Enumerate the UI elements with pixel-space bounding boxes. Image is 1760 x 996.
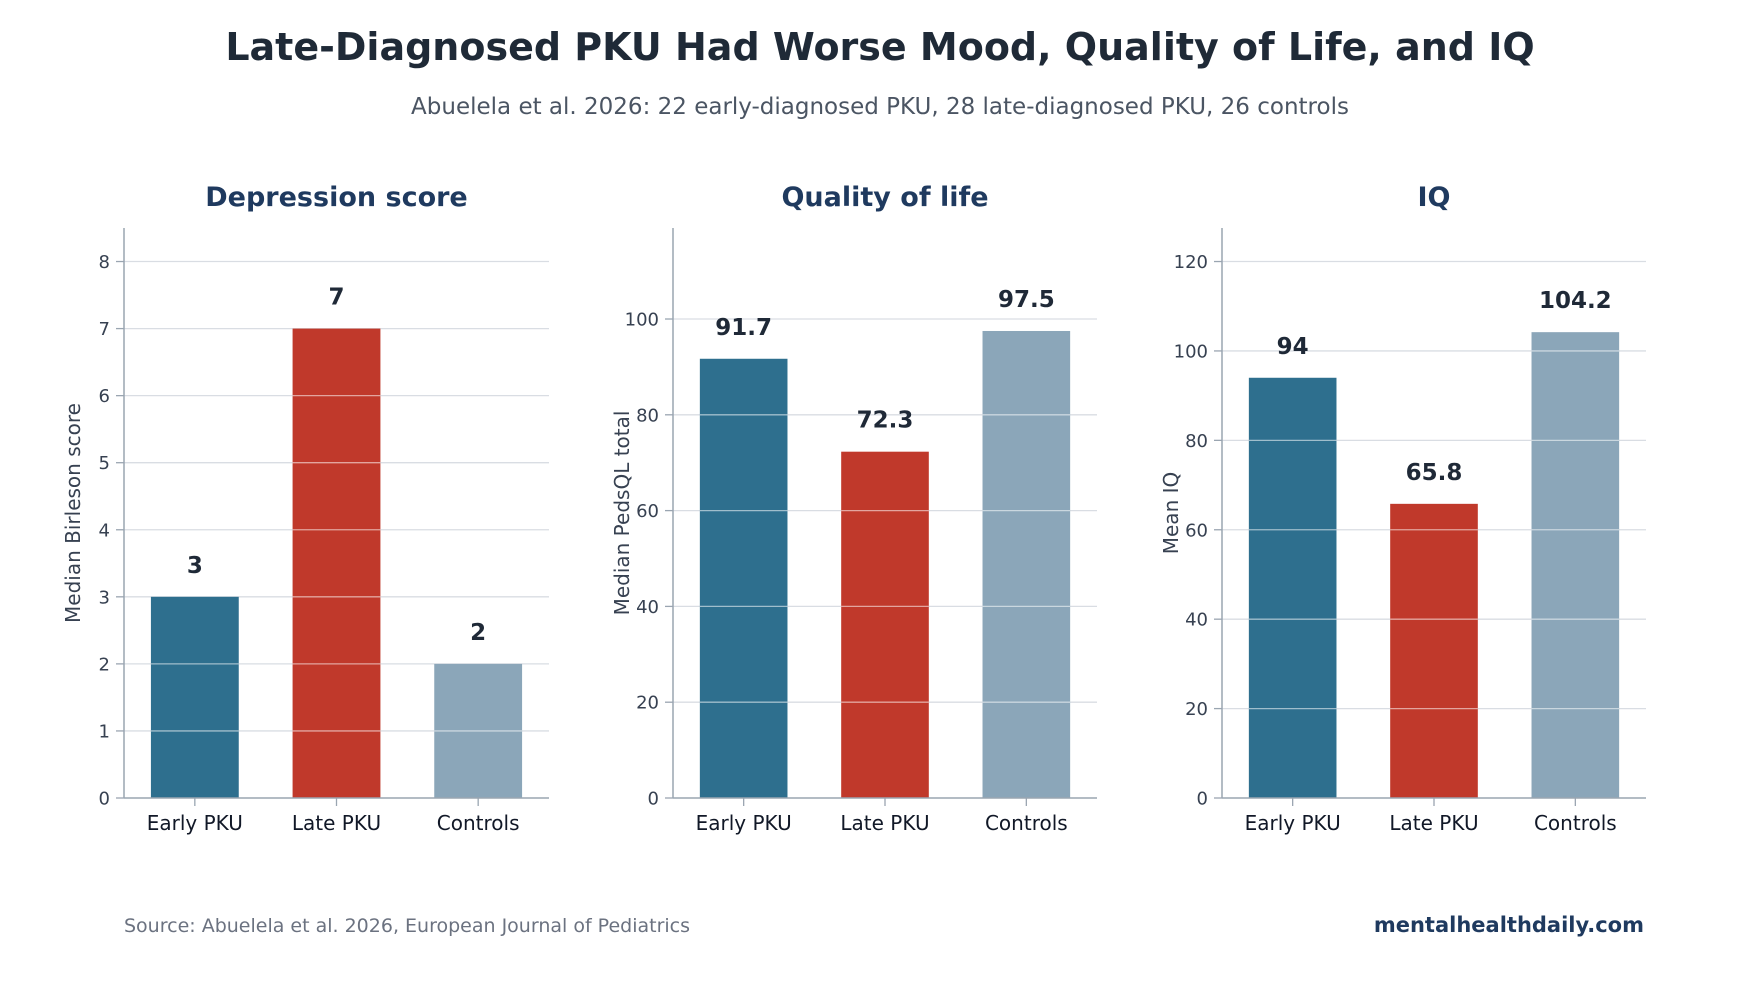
bar-early-pku [699, 358, 788, 798]
panel-2: Quality of life Median PedsQL total 0 20 40 6… [610, 182, 1097, 835]
y-tick-label: 20 [1185, 699, 1208, 720]
y-tick-label: 8 [99, 252, 110, 273]
y-axis-label: Median PedsQL total [610, 411, 634, 616]
chart-title: Late-Diagnosed PKU Had Worse Mood, Quali… [225, 25, 1534, 69]
value-label-early-pku: 91.7 [715, 315, 772, 341]
value-label-early-pku: 3 [187, 553, 203, 579]
value-label-controls: 104.2 [1539, 288, 1612, 314]
value-label-early-pku: 94 [1277, 334, 1309, 360]
y-tick-label: 0 [99, 789, 110, 810]
bar-late-pku [841, 451, 929, 798]
panel-3: IQ Mean IQ 0 20 40 60 80 100 120 94 65.8 104.2 Early… [1159, 182, 1646, 835]
x-tick-label-late-pku: Late PKU [840, 811, 929, 835]
y-tick-label: 6 [99, 386, 110, 407]
y-tick-label: 3 [99, 587, 110, 608]
y-tick-label: 100 [625, 310, 659, 331]
value-label-late-pku: 7 [328, 285, 344, 311]
y-tick-label: 4 [99, 520, 110, 541]
y-tick-label: 1 [99, 721, 110, 742]
y-tick-label: 120 [1174, 252, 1208, 273]
bar-late-pku [1390, 503, 1478, 798]
value-label-controls: 97.5 [998, 287, 1055, 313]
bar-early-pku [1248, 377, 1337, 798]
bar-early-pku [150, 596, 239, 798]
y-tick-label: 80 [1185, 431, 1208, 452]
panel-title: Quality of life [781, 182, 988, 213]
x-tick-label-late-pku: Late PKU [1389, 811, 1478, 835]
y-tick-label: 40 [636, 597, 659, 618]
y-tick-label: 2 [99, 654, 110, 675]
value-label-controls: 2 [470, 620, 486, 646]
y-tick-label: 20 [636, 693, 659, 714]
y-tick-label: 7 [99, 319, 110, 340]
value-label-late-pku: 72.3 [857, 408, 914, 434]
y-tick-label: 80 [636, 405, 659, 426]
source-note: Source: Abuelela et al. 2026, European J… [124, 915, 690, 937]
panel-title: IQ [1418, 182, 1451, 213]
panel-1: Depression score Median Birleson score 0 1 2… [61, 182, 549, 835]
bar-late-pku [292, 328, 381, 798]
bar-controls [982, 330, 1071, 798]
y-tick-label: 100 [1174, 341, 1208, 362]
chart-subtitle: Abuelela et al. 2026: 22 early-diagnosed… [411, 94, 1349, 120]
y-tick-label: 5 [99, 453, 110, 474]
x-tick-label-controls: Controls [985, 811, 1068, 835]
brand-label: mentalhealthdaily.com [1374, 913, 1644, 937]
y-axis-label: Mean IQ [1159, 472, 1183, 555]
y-tick-label: 60 [636, 501, 659, 522]
bar-controls [1531, 332, 1620, 798]
x-tick-label-controls: Controls [437, 811, 520, 835]
value-label-late-pku: 65.8 [1406, 460, 1463, 486]
x-tick-label-controls: Controls [1534, 811, 1617, 835]
y-axis-label: Median Birleson score [61, 403, 85, 623]
x-tick-label-early-pku: Early PKU [147, 811, 243, 835]
y-tick-label: 0 [648, 789, 659, 810]
y-tick-label: 60 [1185, 520, 1208, 541]
y-tick-label: 0 [1197, 789, 1208, 810]
panel-title: Depression score [205, 182, 468, 213]
x-tick-label-early-pku: Early PKU [1245, 811, 1341, 835]
x-tick-label-late-pku: Late PKU [292, 811, 381, 835]
y-tick-label: 40 [1185, 610, 1208, 631]
x-tick-label-early-pku: Early PKU [696, 811, 792, 835]
